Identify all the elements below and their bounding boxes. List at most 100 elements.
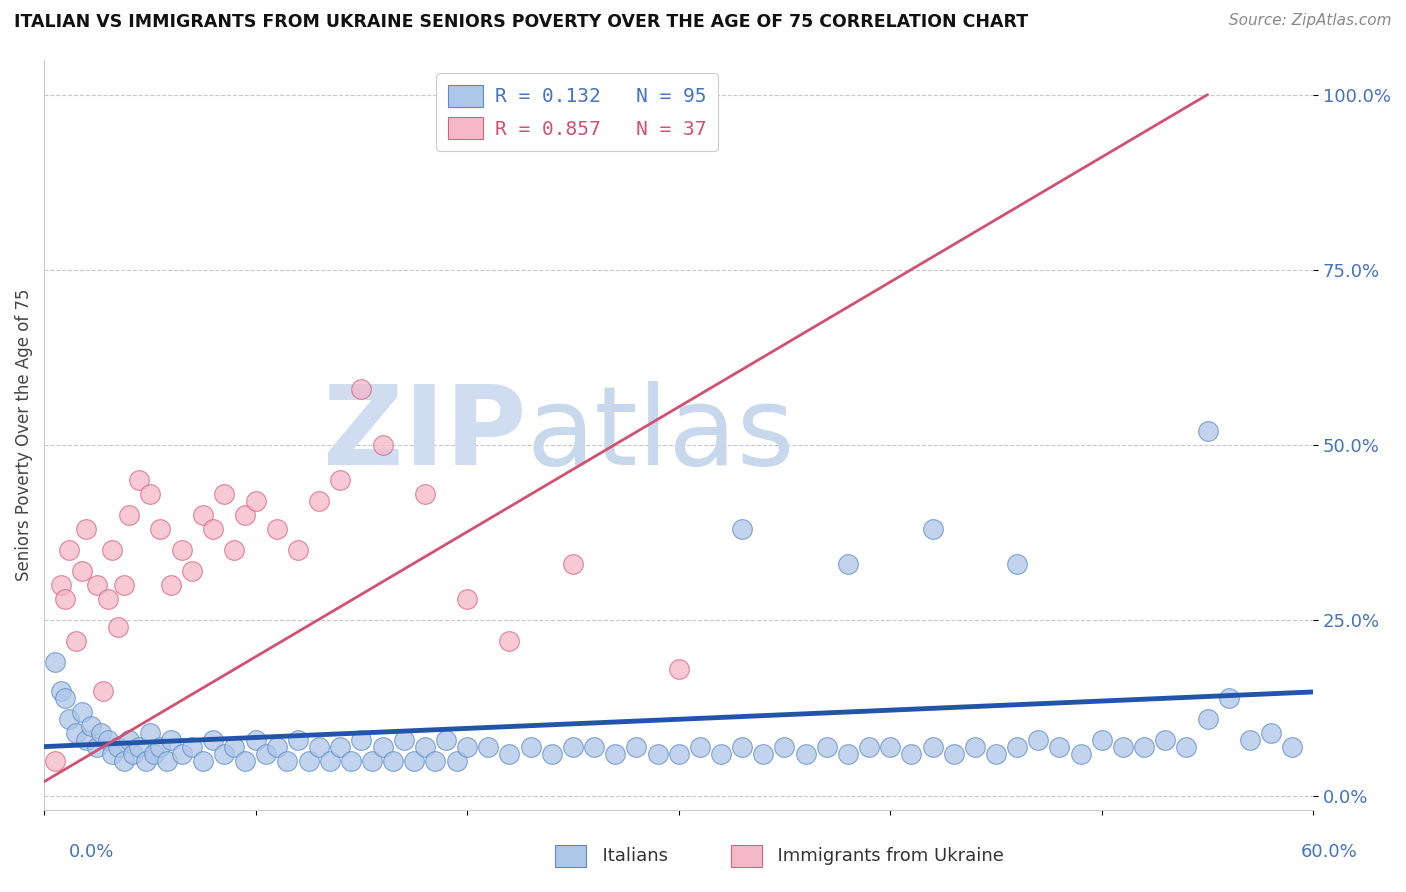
Point [540, 747, 562, 761]
Point [456, 592, 478, 607]
Point [160, 578, 183, 592]
Point [86, 578, 108, 592]
Point [70, 705, 93, 719]
Point [101, 747, 124, 761]
Point [233, 508, 256, 523]
Point [1133, 739, 1156, 754]
Point [181, 739, 204, 754]
Point [477, 739, 499, 754]
Point [1197, 424, 1219, 438]
Point [1260, 725, 1282, 739]
Point [361, 754, 384, 768]
Point [70, 565, 93, 579]
Point [107, 739, 129, 754]
Text: Immigrants from Ukraine: Immigrants from Ukraine [766, 847, 1004, 865]
Text: Italians: Italians [591, 847, 668, 865]
Point [287, 732, 309, 747]
Point [858, 739, 880, 754]
Text: 60.0%: 60.0% [1301, 843, 1357, 861]
Point [75, 732, 97, 747]
Point [561, 739, 583, 754]
Point [65, 634, 87, 648]
Point [710, 747, 733, 761]
Legend: R = 0.132   N = 95, R = 0.857   N = 37: R = 0.132 N = 95, R = 0.857 N = 37 [436, 73, 718, 151]
Point [668, 747, 690, 761]
Point [1218, 690, 1240, 705]
Point [921, 739, 943, 754]
Point [202, 732, 225, 747]
Point [170, 747, 193, 761]
Point [233, 754, 256, 768]
Point [308, 739, 330, 754]
Point [245, 494, 267, 508]
Point [350, 732, 373, 747]
Point [49, 683, 72, 698]
Point [731, 522, 754, 536]
Point [202, 522, 225, 536]
Point [984, 747, 1007, 761]
Point [91, 683, 114, 698]
Point [276, 754, 298, 768]
Text: ZIP: ZIP [323, 381, 526, 488]
Point [879, 739, 901, 754]
Point [118, 732, 141, 747]
Point [143, 747, 166, 761]
Point [44, 656, 66, 670]
Point [86, 739, 108, 754]
Point [122, 747, 145, 761]
Point [942, 747, 965, 761]
Point [392, 732, 415, 747]
Point [53, 592, 76, 607]
Text: 0.0%: 0.0% [69, 843, 114, 861]
Point [1281, 739, 1303, 754]
Point [224, 739, 246, 754]
Point [114, 754, 136, 768]
Point [149, 739, 172, 754]
Point [371, 739, 394, 754]
Point [689, 739, 711, 754]
Point [404, 754, 426, 768]
Point [794, 747, 817, 761]
Point [413, 487, 436, 501]
Point [128, 739, 150, 754]
Point [583, 739, 606, 754]
Point [837, 747, 859, 761]
Point [731, 739, 754, 754]
Point [963, 739, 986, 754]
Point [498, 634, 520, 648]
Point [107, 620, 129, 634]
Point [837, 558, 859, 572]
Point [340, 754, 363, 768]
Point [605, 747, 627, 761]
Point [1197, 712, 1219, 726]
Point [266, 522, 288, 536]
Point [212, 487, 235, 501]
Point [79, 718, 101, 732]
Point [1239, 732, 1261, 747]
Point [58, 543, 80, 558]
Point [1005, 558, 1028, 572]
Text: ITALIAN VS IMMIGRANTS FROM UKRAINE SENIORS POVERTY OVER THE AGE OF 75 CORRELATIO: ITALIAN VS IMMIGRANTS FROM UKRAINE SENIO… [14, 13, 1028, 31]
Point [254, 747, 277, 761]
Point [181, 565, 204, 579]
Point [752, 747, 775, 761]
Point [815, 739, 838, 754]
Point [65, 725, 87, 739]
Point [626, 739, 648, 754]
Point [90, 725, 112, 739]
Point [1070, 747, 1092, 761]
Point [44, 754, 66, 768]
Point [118, 508, 141, 523]
Point [160, 732, 183, 747]
Point [318, 754, 340, 768]
Point [156, 754, 179, 768]
Point [1005, 739, 1028, 754]
Point [75, 522, 97, 536]
Point [413, 739, 436, 754]
Point [191, 508, 214, 523]
Point [498, 747, 520, 761]
Point [425, 754, 447, 768]
Point [921, 522, 943, 536]
Point [149, 522, 172, 536]
Point [1091, 732, 1114, 747]
